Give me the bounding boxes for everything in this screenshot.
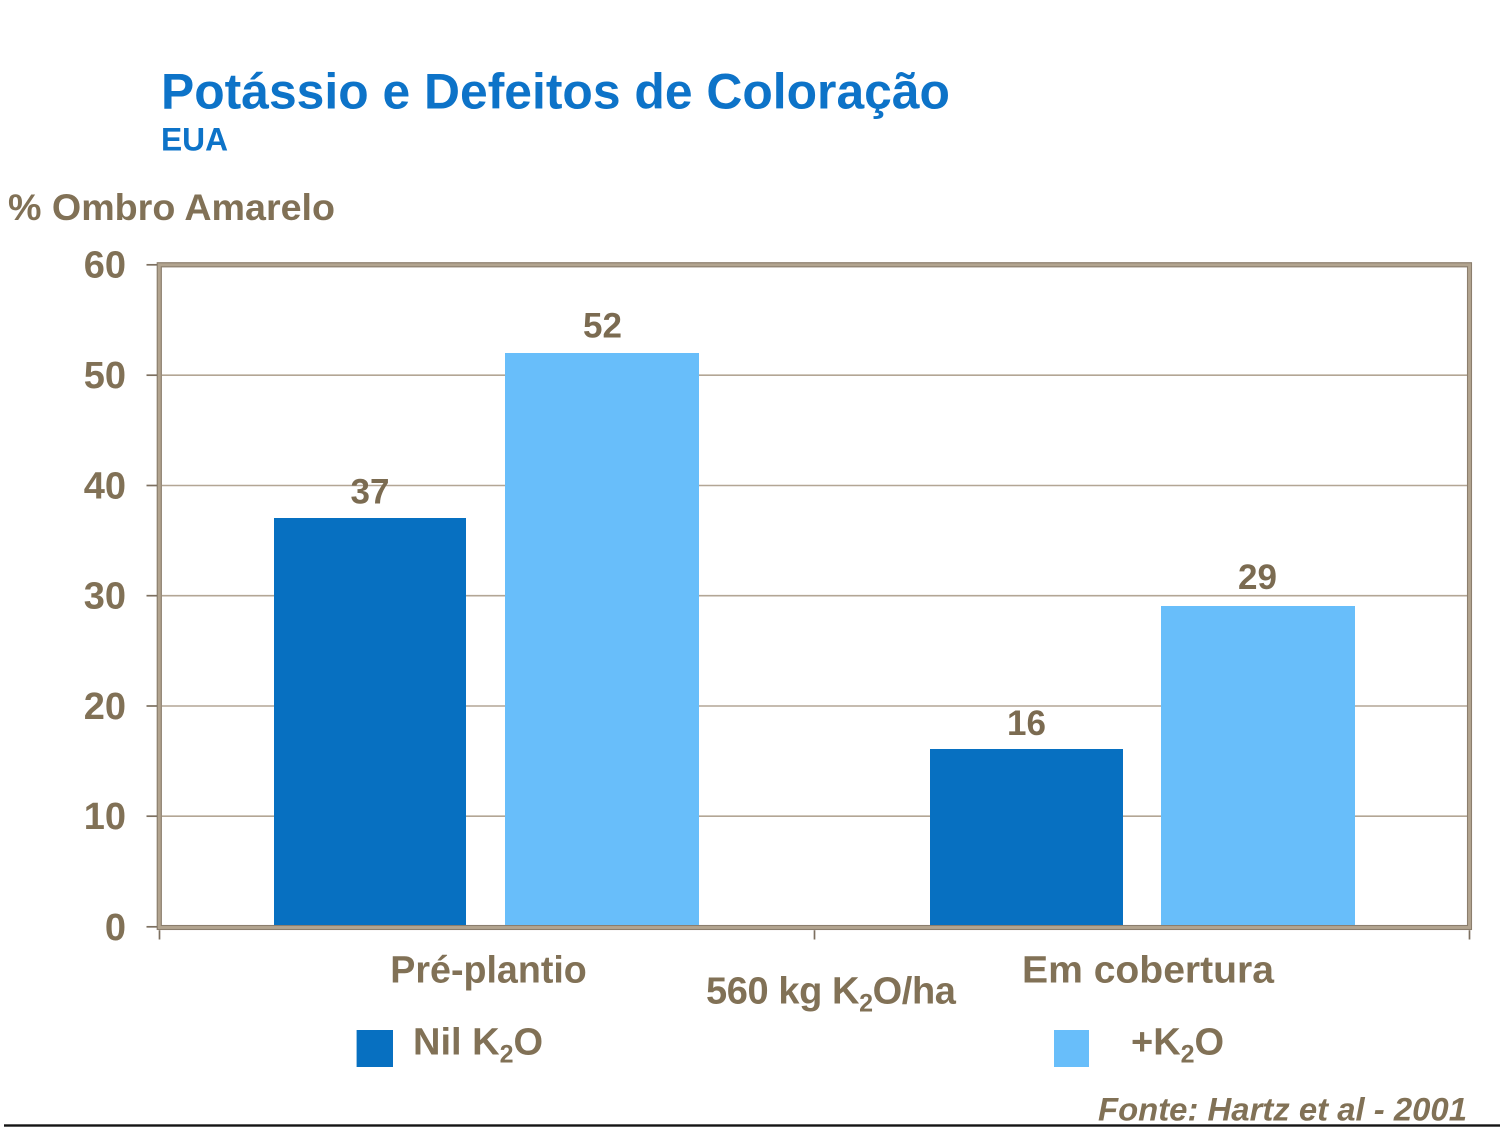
svg-text:EUA: EUA [161, 122, 228, 158]
svg-text:50: 50 [84, 355, 126, 397]
svg-text:Potássio e Defeitos de Coloraç: Potássio e Defeitos de Coloração [161, 63, 950, 119]
svg-text:560 kg K2O/ha: 560 kg K2O/ha [706, 971, 957, 1018]
svg-text:Em cobertura: Em cobertura [1022, 950, 1275, 992]
svg-text:10: 10 [84, 796, 126, 838]
svg-text:0: 0 [105, 907, 126, 949]
svg-text:40: 40 [84, 466, 126, 508]
svg-text:% Ombro Amarelo: % Ombro Amarelo [8, 186, 335, 228]
svg-text:Pré-plantio: Pré-plantio [390, 950, 587, 992]
svg-text:Nil K2O: Nil K2O [413, 1022, 543, 1069]
svg-text:20: 20 [84, 686, 126, 728]
svg-text:16: 16 [1007, 704, 1046, 743]
svg-text:30: 30 [84, 576, 126, 618]
svg-text:60: 60 [84, 245, 126, 287]
svg-text:Fonte: Hartz et al - 2001: Fonte: Hartz et al - 2001 [1098, 1092, 1467, 1128]
svg-text:+K2O: +K2O [1131, 1022, 1224, 1069]
svg-text:37: 37 [351, 472, 390, 511]
svg-text:52: 52 [583, 307, 622, 346]
svg-text:29: 29 [1238, 558, 1277, 597]
